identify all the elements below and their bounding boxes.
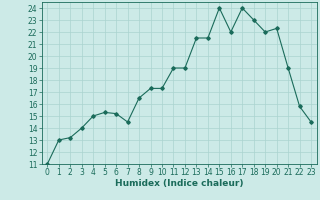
- X-axis label: Humidex (Indice chaleur): Humidex (Indice chaleur): [115, 179, 244, 188]
